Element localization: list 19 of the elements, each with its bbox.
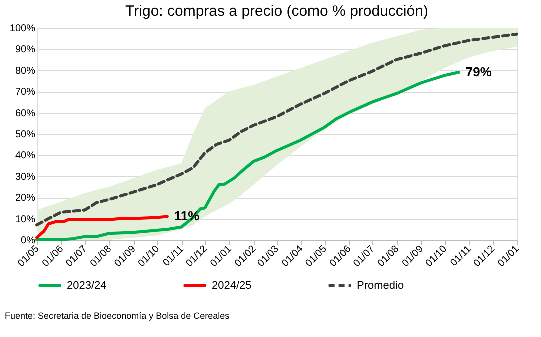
y-tick-label: 0% — [21, 236, 36, 246]
y-tick-label: 80% — [15, 66, 36, 77]
legend-label: 2024/25 — [212, 280, 252, 292]
legend-label: Promedio — [357, 280, 404, 292]
annotation: 79% — [466, 64, 492, 80]
y-tick-label: 60% — [15, 108, 36, 120]
line-series — [36, 215, 169, 240]
y-tick-label: 40% — [15, 150, 36, 162]
y-tick-label: 90% — [15, 44, 36, 56]
y-tick-label: 30% — [15, 172, 36, 183]
chart-title: Trigo: compras a precio (como % producción) — [126, 3, 428, 20]
y-tick-label: 10% — [15, 214, 36, 226]
y-tick-label: 100% — [10, 24, 36, 34]
y-tick-label: 20% — [15, 193, 36, 204]
line-series — [36, 71, 460, 242]
y-tick-label: 50% — [15, 130, 36, 140]
source-note: Fuente: Secretaria de Bioeconomía y Bolsa de Cereales — [5, 311, 230, 321]
y-tick-label: 70% — [15, 87, 36, 98]
legend-label: 2023/24 — [67, 280, 107, 292]
